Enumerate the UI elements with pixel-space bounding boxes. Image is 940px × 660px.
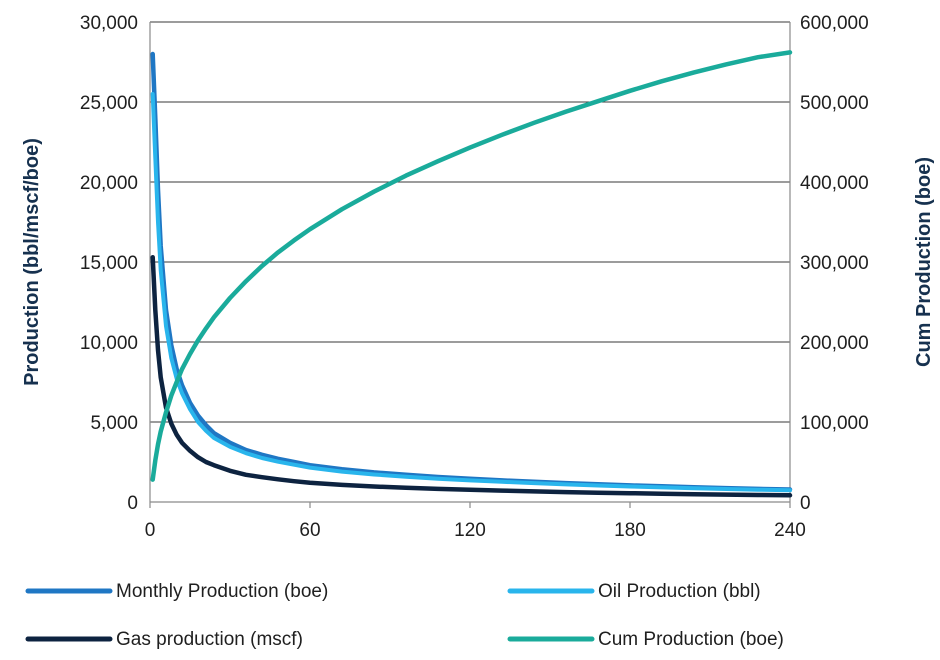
x-tick-label: 60 [299,520,320,541]
series-line-4 [150,50,793,482]
y2-tick-label: 300,000 [800,253,869,274]
y2-axis-title: Cum Production (boe) [913,157,935,367]
legend-label: Monthly Production (boe) [116,581,328,602]
y2-tick-label: 600,000 [800,13,869,34]
y2-tick-label: 200,000 [800,333,869,354]
series-line-2 [150,92,792,493]
series-line-3 [150,254,793,498]
y2-tick-label: 400,000 [800,173,869,194]
y-tick-label: 5,000 [90,413,138,434]
legend-label: Cum Production (boe) [598,629,784,650]
legend-label: Oil Production (bbl) [598,581,761,602]
y2-tick-label: 500,000 [800,93,869,114]
tick-labels: 0 5,000 10,000 15,000 20,000 25,000 30,000 0 100… [80,13,869,541]
y-tick-label: 10,000 [80,333,138,354]
grid-lines [150,21,790,423]
y-axis-title: Production (bbl/mscf/boe) [21,138,43,386]
series-lines [150,50,793,498]
x-tick-label: 0 [145,520,156,541]
x-tick-label: 240 [774,520,806,541]
y-tick-label: 15,000 [80,253,138,274]
y2-tick-label: 100,000 [800,413,869,434]
y-tick-label: 30,000 [80,13,138,34]
y-tick-label: 25,000 [80,93,138,114]
series-line-1 [150,51,793,492]
y-tick-label: 20,000 [80,173,138,194]
legend-label: Gas production (mscf) [116,629,303,650]
x-tick-label: 180 [614,520,646,541]
x-tick-label: 120 [454,520,486,541]
y-tick-label: 0 [127,493,138,514]
y2-tick-label: 0 [800,493,811,514]
legend: Monthly Production (boe) Oil Production (… [25,581,784,650]
